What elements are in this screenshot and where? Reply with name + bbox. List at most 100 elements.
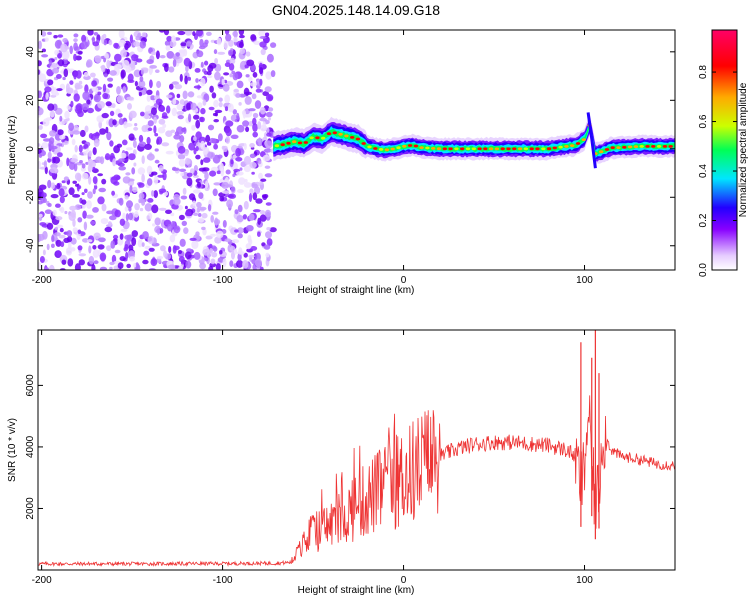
noise-blob xyxy=(141,32,147,38)
noise-blob xyxy=(93,232,101,240)
snr-ytick-label: 2000 xyxy=(25,497,36,520)
noise-blob xyxy=(252,117,257,126)
noise-blob xyxy=(99,252,107,262)
noise-blob xyxy=(221,190,230,194)
noise-blob xyxy=(244,91,253,96)
noise-blob xyxy=(139,40,147,49)
noise-blob xyxy=(66,230,73,237)
noise-blob xyxy=(216,37,222,46)
noise-blob xyxy=(258,30,267,37)
noise-blob xyxy=(224,79,228,84)
noise-blob xyxy=(249,153,256,159)
noise-blob xyxy=(97,196,105,205)
colorbar-tick-label: 0.4 xyxy=(698,164,709,178)
noise-blob xyxy=(118,197,124,206)
ridge-peak xyxy=(477,147,482,151)
noise-blob xyxy=(87,30,94,36)
noise-blob xyxy=(38,200,43,205)
noise-blob xyxy=(165,150,174,155)
noise-blob xyxy=(172,55,180,60)
noise-blob xyxy=(229,260,234,267)
noise-blob xyxy=(39,222,47,226)
noise-blob xyxy=(235,157,243,162)
noise-blob xyxy=(70,210,77,218)
noise-blob xyxy=(102,92,109,100)
noise-blob xyxy=(48,140,54,150)
noise-blob xyxy=(122,212,126,220)
noise-blob xyxy=(99,266,107,270)
noise-blob xyxy=(250,246,258,251)
noise-blob xyxy=(62,38,68,43)
noise-blob xyxy=(197,213,202,217)
noise-blob xyxy=(57,59,65,67)
noise-blob xyxy=(224,62,231,67)
noise-blob xyxy=(169,83,174,90)
ridge-peak xyxy=(610,146,615,150)
noise-blob xyxy=(68,187,75,196)
noise-blob xyxy=(78,80,83,85)
noise-blob xyxy=(259,214,267,222)
noise-blob xyxy=(112,158,116,167)
noise-blob xyxy=(202,228,207,236)
noise-blob xyxy=(236,215,244,223)
ridge-peak xyxy=(419,146,424,150)
noise-blob xyxy=(222,145,228,153)
noise-blob xyxy=(128,212,134,221)
noise-blob xyxy=(109,140,114,147)
noise-blob xyxy=(47,79,54,86)
noise-blob xyxy=(221,78,225,86)
noise-blob xyxy=(183,57,191,67)
noise-blob xyxy=(138,182,145,188)
noise-blob xyxy=(236,124,245,133)
ridge-peak xyxy=(384,148,390,152)
noise-blob xyxy=(63,118,68,124)
noise-blob xyxy=(125,251,129,260)
colorbar-frame xyxy=(711,29,738,271)
noise-blob xyxy=(160,245,166,252)
noise-blob xyxy=(258,67,264,75)
noise-blob xyxy=(156,226,160,236)
noise-blob xyxy=(105,153,111,161)
noise-blob xyxy=(153,125,157,134)
snr-xtick-label: -200 xyxy=(32,575,52,586)
noise-blob xyxy=(193,114,200,120)
noise-blob xyxy=(222,258,227,267)
noise-blob xyxy=(101,64,106,73)
noise-blob xyxy=(41,54,49,58)
noise-blob xyxy=(44,37,49,42)
noise-blob xyxy=(177,115,184,120)
noise-blob xyxy=(101,203,107,212)
noise-blob xyxy=(156,136,163,145)
noise-blob xyxy=(199,206,207,211)
ridge-peak xyxy=(274,144,280,148)
noise-blob xyxy=(196,207,201,213)
noise-blob xyxy=(49,167,58,174)
noise-blob xyxy=(92,245,97,250)
noise-blob xyxy=(257,231,261,237)
noise-blob xyxy=(264,165,271,169)
ridge-peak xyxy=(442,147,447,151)
noise-blob xyxy=(57,53,62,59)
noise-blob xyxy=(258,160,262,165)
noise-blob xyxy=(147,120,154,127)
noise-blob xyxy=(231,186,235,192)
noise-blob xyxy=(246,59,255,67)
noise-blob xyxy=(231,239,240,244)
noise-blob xyxy=(252,112,259,119)
noise-blob xyxy=(53,35,58,39)
noise-blob xyxy=(262,121,267,130)
ridge-peak xyxy=(309,136,314,140)
noise-blob xyxy=(86,239,93,243)
noise-blob xyxy=(252,131,258,138)
noise-blob xyxy=(91,86,99,92)
noise-blob xyxy=(210,233,216,237)
noise-blob xyxy=(84,84,89,94)
noise-blob xyxy=(98,187,106,193)
noise-blob xyxy=(73,33,79,38)
noise-blob xyxy=(38,73,46,83)
noise-blob xyxy=(113,42,119,49)
noise-blob xyxy=(260,178,267,182)
noise-blob xyxy=(118,30,125,39)
noise-blob xyxy=(230,159,234,165)
ridge-peak xyxy=(448,147,453,151)
